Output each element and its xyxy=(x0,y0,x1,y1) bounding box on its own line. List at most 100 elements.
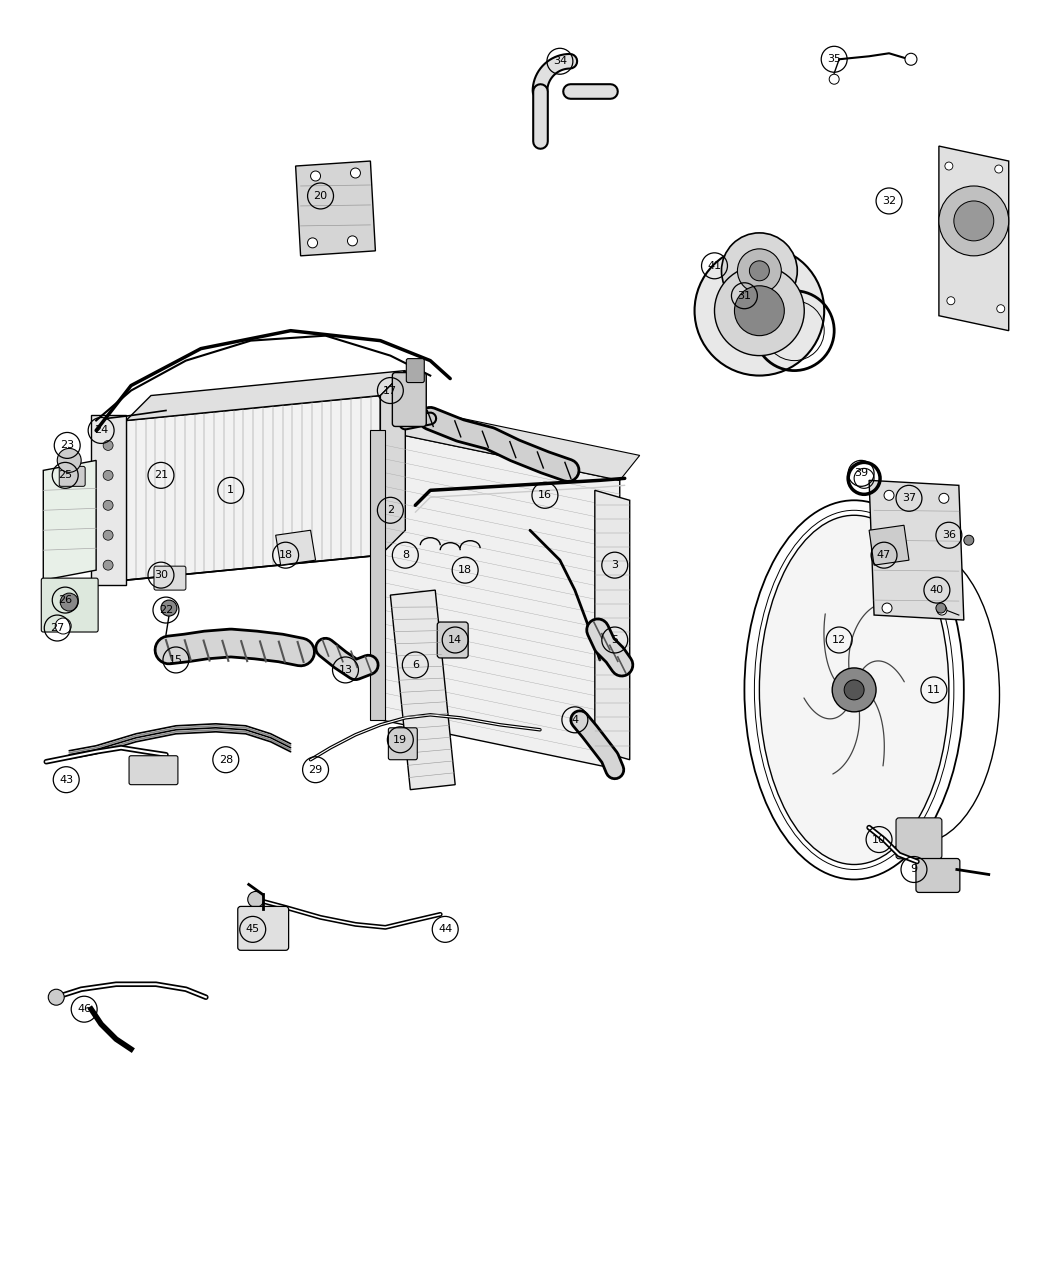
Text: 3: 3 xyxy=(611,560,618,570)
Circle shape xyxy=(714,265,804,356)
FancyBboxPatch shape xyxy=(154,566,186,590)
Text: 17: 17 xyxy=(383,385,397,395)
Polygon shape xyxy=(380,371,405,555)
FancyBboxPatch shape xyxy=(916,858,960,892)
Circle shape xyxy=(58,449,81,472)
Text: 40: 40 xyxy=(930,585,944,595)
Polygon shape xyxy=(869,525,909,565)
Ellipse shape xyxy=(759,515,949,864)
Circle shape xyxy=(103,530,113,541)
Text: 4: 4 xyxy=(571,715,579,724)
Circle shape xyxy=(833,668,876,711)
Text: 47: 47 xyxy=(877,551,891,560)
FancyBboxPatch shape xyxy=(406,358,424,382)
Text: 35: 35 xyxy=(827,55,841,64)
Circle shape xyxy=(750,261,770,280)
FancyBboxPatch shape xyxy=(129,756,177,784)
Circle shape xyxy=(351,168,360,179)
Text: 25: 25 xyxy=(58,470,72,481)
Circle shape xyxy=(308,238,317,247)
Text: 6: 6 xyxy=(412,660,419,669)
Text: 18: 18 xyxy=(458,565,472,575)
Text: 29: 29 xyxy=(309,765,322,775)
Text: 21: 21 xyxy=(154,470,168,481)
Text: 10: 10 xyxy=(873,835,886,844)
Circle shape xyxy=(905,54,917,65)
Circle shape xyxy=(103,440,113,450)
Polygon shape xyxy=(126,395,380,580)
Polygon shape xyxy=(121,421,126,580)
Circle shape xyxy=(939,186,1009,256)
Polygon shape xyxy=(371,431,385,720)
Text: 14: 14 xyxy=(448,635,462,645)
Circle shape xyxy=(994,164,1003,173)
Text: 11: 11 xyxy=(927,685,941,695)
Polygon shape xyxy=(43,460,97,580)
Circle shape xyxy=(694,246,824,376)
Circle shape xyxy=(964,536,973,546)
Text: 22: 22 xyxy=(159,606,173,615)
Text: 39: 39 xyxy=(854,468,868,478)
Text: 27: 27 xyxy=(50,623,64,632)
FancyBboxPatch shape xyxy=(237,907,289,950)
Circle shape xyxy=(248,891,264,908)
Polygon shape xyxy=(391,590,456,789)
Circle shape xyxy=(348,236,357,246)
Text: 9: 9 xyxy=(910,864,918,875)
Polygon shape xyxy=(276,530,316,565)
Text: 45: 45 xyxy=(246,924,259,935)
Text: 34: 34 xyxy=(553,56,567,66)
Circle shape xyxy=(734,286,784,335)
Text: 5: 5 xyxy=(611,635,618,645)
Text: 46: 46 xyxy=(77,1005,91,1014)
Circle shape xyxy=(56,618,71,634)
Polygon shape xyxy=(296,161,376,256)
Circle shape xyxy=(936,603,946,613)
Circle shape xyxy=(103,560,113,570)
Text: 2: 2 xyxy=(386,505,394,515)
Circle shape xyxy=(103,470,113,481)
Circle shape xyxy=(721,233,797,309)
Text: 36: 36 xyxy=(942,530,956,541)
Circle shape xyxy=(737,249,781,293)
Text: 41: 41 xyxy=(708,261,721,270)
Ellipse shape xyxy=(744,500,964,880)
Circle shape xyxy=(882,603,892,613)
Circle shape xyxy=(311,171,320,181)
Circle shape xyxy=(161,601,176,616)
Polygon shape xyxy=(91,416,126,585)
Circle shape xyxy=(844,680,864,700)
Text: 18: 18 xyxy=(278,551,293,560)
Text: 37: 37 xyxy=(902,493,916,504)
Text: 8: 8 xyxy=(402,551,408,560)
Circle shape xyxy=(996,305,1005,312)
Text: 28: 28 xyxy=(218,755,233,765)
Circle shape xyxy=(60,593,78,611)
Circle shape xyxy=(945,162,952,170)
Text: 13: 13 xyxy=(338,666,353,674)
Text: 19: 19 xyxy=(394,734,407,745)
Polygon shape xyxy=(380,405,639,481)
Text: 23: 23 xyxy=(60,440,75,450)
Text: 30: 30 xyxy=(154,570,168,580)
Text: 15: 15 xyxy=(169,655,183,666)
Circle shape xyxy=(884,491,894,500)
Text: 12: 12 xyxy=(832,635,846,645)
Polygon shape xyxy=(869,481,964,620)
FancyBboxPatch shape xyxy=(437,622,468,658)
Text: 32: 32 xyxy=(882,196,896,207)
Circle shape xyxy=(947,297,954,305)
Circle shape xyxy=(939,493,949,504)
FancyBboxPatch shape xyxy=(41,578,98,632)
FancyBboxPatch shape xyxy=(393,372,426,426)
Text: 24: 24 xyxy=(94,426,108,436)
Text: 43: 43 xyxy=(59,775,74,784)
Circle shape xyxy=(48,989,64,1005)
Polygon shape xyxy=(594,491,630,760)
Polygon shape xyxy=(939,147,1009,330)
Text: 1: 1 xyxy=(227,486,234,495)
Text: 20: 20 xyxy=(314,191,328,201)
FancyBboxPatch shape xyxy=(388,728,417,760)
Text: 16: 16 xyxy=(538,491,552,500)
Polygon shape xyxy=(126,371,405,421)
